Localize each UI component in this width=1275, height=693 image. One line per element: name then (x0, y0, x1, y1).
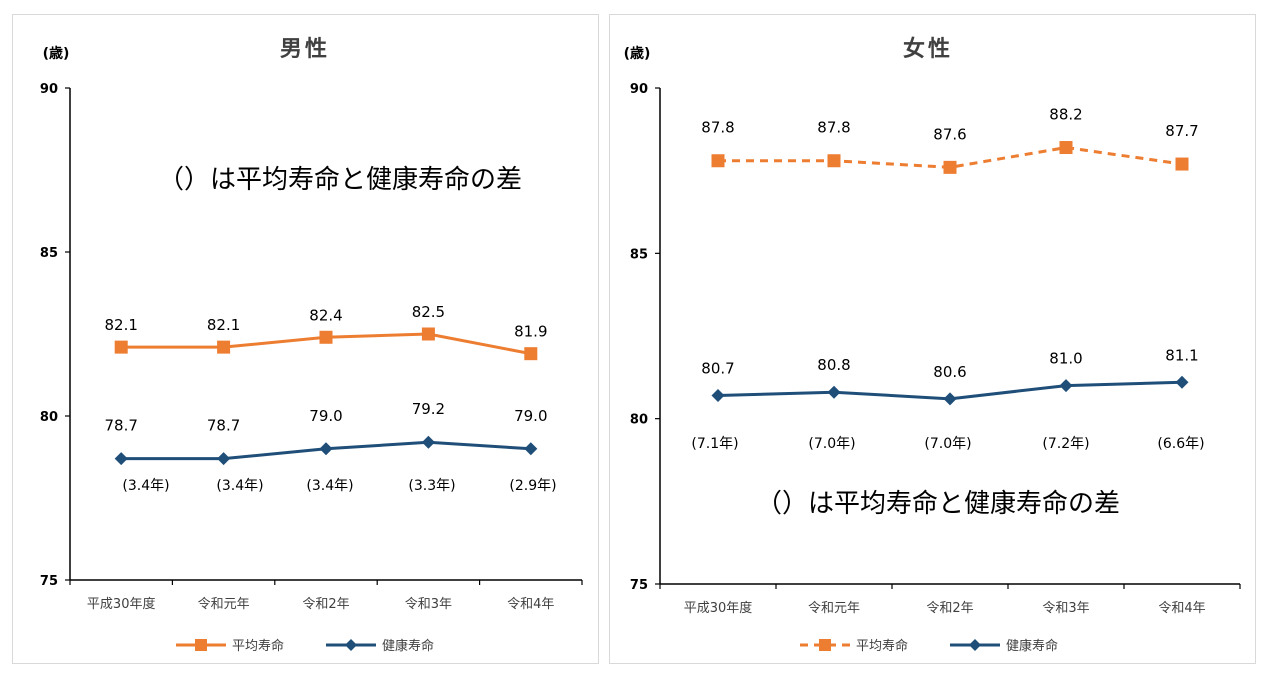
data-point-average (711, 154, 725, 168)
data-label: 81.9 (514, 323, 547, 341)
data-label: 87.6 (933, 125, 966, 143)
legend-label-average: 平均寿命 (232, 638, 284, 654)
y-tick-label: 80 (630, 413, 648, 428)
y-tick-label: 80 (40, 410, 58, 425)
series-line-average (718, 146, 1183, 169)
legend-marker-healthy (345, 639, 357, 651)
x-tick-label: 令和3年 (405, 597, 452, 612)
x-tick-label: 令和4年 (1158, 601, 1205, 616)
gap-label: (7.2年) (1042, 436, 1089, 452)
data-label: 79.0 (514, 407, 547, 425)
data-point-healthy (524, 442, 538, 456)
data-point-average (114, 340, 128, 354)
chart-note: （）は平均寿命と健康寿命の差 (756, 489, 1120, 519)
gap-label: (3.4年) (306, 478, 353, 494)
x-tick-label: 令和元年 (198, 597, 250, 612)
data-label: 78.7 (207, 417, 240, 435)
gap-label: (3.3年) (408, 478, 455, 494)
data-label: 80.6 (933, 363, 966, 381)
data-point-healthy (1059, 379, 1073, 393)
x-tick-label: 令和2年 (302, 597, 349, 612)
gap-label: (6.6年) (1157, 436, 1204, 452)
y-tick-label: 85 (630, 247, 648, 262)
y-tick-label: 75 (630, 578, 648, 593)
legend-label-average: 平均寿命 (856, 638, 908, 654)
x-tick-label: 平成30年度 (87, 596, 156, 612)
data-label: 81.1 (1165, 346, 1198, 364)
legend-marker-average (819, 639, 831, 651)
data-point-healthy (711, 389, 725, 403)
legend-label-healthy: 健康寿命 (1006, 638, 1058, 654)
data-point-average (319, 330, 333, 344)
gap-label: (7.0年) (808, 436, 855, 452)
chart-title: 男性 (280, 37, 330, 62)
gap-label: (7.1年) (691, 436, 738, 452)
y-axis-unit: (歳) (624, 45, 651, 62)
chart-male: 男性 (歳) 75 80 85 90 平成30年度 令和元年 令和2年 令和3年 令和4年 82.1 8… (40, 37, 583, 654)
gap-label: (3.4年) (122, 478, 169, 494)
data-point-average (827, 154, 841, 168)
data-point-healthy (421, 435, 435, 449)
chart-title: 女性 (903, 36, 953, 62)
data-point-healthy (827, 385, 841, 399)
data-point-average (421, 327, 435, 341)
data-label: 81.0 (1049, 350, 1082, 368)
y-tick-label: 90 (630, 82, 648, 97)
y-tick-label: 75 (40, 574, 58, 589)
legend-marker-average (195, 639, 207, 651)
y-axis-unit: (歳) (43, 45, 70, 62)
data-label: 79.0 (309, 407, 342, 425)
data-label: 88.2 (1049, 106, 1082, 124)
x-tick-label: 平成30年度 (684, 600, 753, 616)
y-tick-label: 85 (40, 246, 58, 261)
data-point-healthy (114, 452, 128, 466)
x-tick-label: 令和3年 (1042, 601, 1089, 616)
data-label: 87.7 (1165, 122, 1198, 140)
data-point-average (524, 347, 538, 361)
x-tick-label: 令和4年 (507, 597, 554, 612)
legend-label-healthy: 健康寿命 (382, 638, 434, 654)
data-point-healthy (319, 442, 333, 456)
data-point-average (1175, 157, 1189, 171)
data-point-average (217, 340, 231, 354)
data-point-healthy (1175, 375, 1189, 389)
y-tick-label: 90 (40, 82, 58, 97)
data-point-healthy (217, 452, 231, 466)
data-label: 82.5 (412, 303, 445, 321)
chart-panel-female (609, 14, 1256, 664)
gap-label: (7.0年) (924, 436, 971, 452)
data-label: 80.7 (701, 360, 734, 378)
data-label: 78.7 (104, 417, 137, 435)
gap-label: (3.4年) (216, 478, 263, 494)
chart-note: （）は平均寿命と健康寿命の差 (158, 165, 522, 195)
x-tick-label: 令和2年 (926, 601, 973, 616)
x-tick-label: 令和元年 (808, 601, 860, 616)
data-point-average (943, 160, 957, 174)
data-label: 82.1 (207, 316, 240, 334)
data-label: 87.8 (817, 119, 850, 137)
data-label: 82.1 (104, 316, 137, 334)
legend-marker-healthy (969, 639, 981, 651)
data-point-average (1059, 141, 1073, 155)
data-label: 82.4 (309, 306, 342, 324)
data-point-healthy (943, 392, 957, 406)
data-label: 80.8 (817, 356, 850, 374)
data-label: 79.2 (412, 400, 445, 418)
data-label: 87.8 (701, 119, 734, 137)
gap-label: (2.9年) (509, 478, 556, 494)
chart-female: 女性 (歳) 75 80 85 90 平成30年度 令和元年 令和2年 令和3年 令和4年 87.8 8… (624, 36, 1241, 654)
